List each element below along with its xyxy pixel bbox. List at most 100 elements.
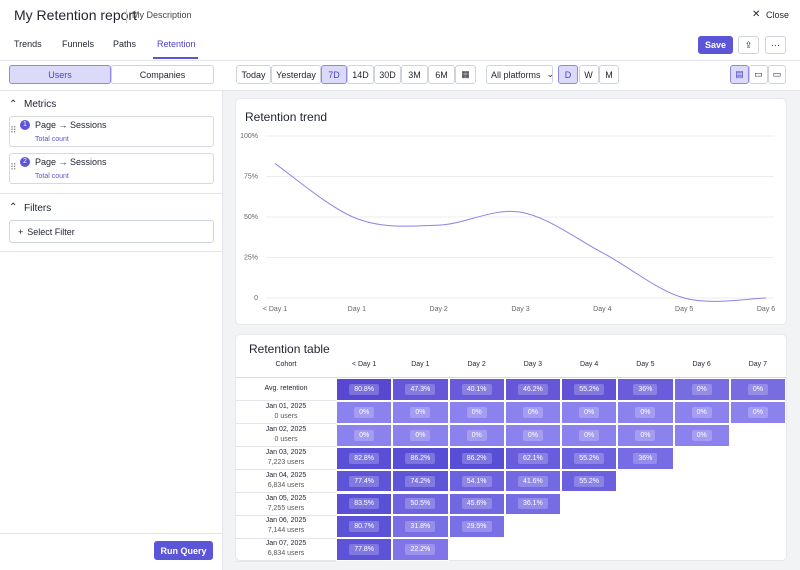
layout-chart[interactable]: ▭ — [749, 65, 768, 84]
cell-value: 22.2% — [405, 544, 436, 556]
cell: 0% — [561, 400, 618, 424]
metric-label: Page → Sessions — [35, 120, 107, 130]
metric-sub: Total count — [35, 173, 69, 180]
cell: 0% — [673, 378, 730, 401]
cell: 0% — [392, 423, 449, 447]
cohort-users: 7,223 users — [267, 458, 305, 466]
row-border — [236, 469, 336, 471]
tab[interactable]: Trends — [14, 39, 42, 49]
x-tick-label: Day 1 — [348, 306, 366, 313]
cell-value: 0% — [691, 406, 712, 418]
range-option[interactable]: 6M — [428, 65, 455, 84]
cell-value: 29.5% — [461, 521, 492, 533]
row-border — [236, 514, 336, 516]
range-option[interactable]: 3M — [401, 65, 428, 84]
toggle-option[interactable]: Users — [9, 65, 111, 84]
cell-value: 36% — [633, 383, 658, 395]
save-button[interactable]: Save — [698, 36, 733, 54]
close-icon[interactable]: ✕ — [752, 9, 761, 20]
range-option[interactable]: Today — [236, 65, 271, 84]
tab[interactable]: Retention — [157, 39, 196, 49]
cohort-users: 7,144 users — [267, 527, 305, 535]
tab-underline — [153, 57, 198, 59]
range-option[interactable]: 30D — [374, 65, 401, 84]
cell: 80.7% — [336, 515, 393, 539]
cell: 0% — [673, 400, 730, 424]
drag-handle[interactable]: ⠿ — [10, 162, 17, 172]
cell: 0% — [336, 400, 393, 424]
cohort: Jan 05, 2025 — [265, 494, 307, 502]
cell: 55.2% — [561, 469, 618, 493]
column-header: Day 7 — [748, 361, 768, 368]
cell: 40.1% — [448, 378, 505, 401]
divider — [0, 60, 800, 61]
row-border — [236, 446, 336, 448]
metric-card[interactable] — [9, 153, 214, 184]
cell: 54.1% — [448, 469, 505, 493]
divider — [126, 9, 127, 23]
platform-dropdown[interactable]: All platforms ⌄ — [486, 65, 554, 84]
range-option[interactable]: 14D — [347, 65, 374, 84]
layout-split[interactable]: ▤ — [730, 65, 749, 84]
cohort: Jan 07, 2025 — [265, 540, 307, 548]
description[interactable]: My Description — [132, 10, 192, 20]
y-tick-label: 50% — [244, 214, 258, 221]
cell-value: 62.1% — [517, 452, 548, 464]
drag-handle[interactable]: ⠿ — [10, 125, 17, 135]
cell-value: 45.6% — [461, 498, 492, 510]
metric-index: 2 — [20, 157, 30, 167]
metric-card[interactable] — [9, 116, 214, 147]
more-button[interactable]: ··· — [765, 36, 786, 54]
cell: 62.1% — [504, 446, 561, 470]
filters-title: Filters — [24, 203, 52, 214]
cell: 0% — [336, 423, 393, 447]
cell-value: 86.2% — [405, 452, 436, 464]
divider — [0, 251, 222, 252]
range-option[interactable]: 7D — [321, 65, 347, 84]
x-tick-label: Day 3 — [511, 306, 529, 313]
cell: 77.8% — [336, 538, 393, 562]
cell: 83.5% — [336, 492, 393, 516]
layout-table[interactable]: ▭ — [768, 65, 786, 84]
cohort: Jan 03, 2025 — [265, 448, 307, 456]
cell-value: 36.1% — [517, 498, 548, 510]
calendar-button[interactable]: ▦ — [455, 65, 476, 84]
cell: 0% — [504, 423, 561, 447]
toggle-option[interactable]: Companies — [111, 65, 214, 84]
metrics-toggle[interactable]: ⌃ — [9, 99, 18, 110]
run-query[interactable]: Run Query — [154, 541, 213, 560]
x-tick-label: Day 6 — [757, 306, 775, 313]
cell-value: 86.2% — [461, 452, 492, 464]
filters-toggle[interactable]: ⌃ — [9, 202, 18, 213]
cell-value: 82.8% — [349, 452, 380, 464]
cell: 74.2% — [392, 469, 449, 493]
cell-value: 0% — [579, 429, 600, 441]
sidebar-border — [222, 90, 223, 570]
cell: 29.5% — [448, 515, 505, 539]
column-header: Day 2 — [467, 361, 486, 368]
cell: 55.2% — [561, 446, 618, 470]
cell: 47.3% — [392, 378, 449, 401]
share-button[interactable]: ⇪ — [738, 36, 759, 54]
close[interactable]: Close — [766, 10, 790, 20]
cell: 41.6% — [504, 469, 561, 493]
cohort: Jan 01, 2025 — [265, 402, 307, 410]
cell-value: 74.2% — [405, 475, 436, 487]
select-filter[interactable]: + Select Filter — [9, 220, 214, 243]
granularity-option[interactable]: M — [599, 65, 619, 84]
granularity-option[interactable]: W — [578, 65, 599, 84]
cell-value: 41.6% — [517, 475, 548, 487]
cell-value: 0% — [691, 383, 712, 395]
cell: 0% — [448, 400, 505, 424]
tab[interactable]: Funnels — [62, 39, 95, 49]
granularity-option[interactable]: D — [558, 65, 578, 84]
cohort-users: 6,834 users — [267, 550, 305, 558]
cell-value: 0% — [410, 406, 431, 418]
column-header: Day 1 — [411, 361, 430, 368]
cell: 0% — [392, 400, 449, 424]
range-option[interactable]: Yesterday — [271, 65, 321, 84]
cohort-users: 0 users — [274, 412, 298, 420]
tab[interactable]: Paths — [113, 39, 137, 49]
cell: 0% — [673, 423, 730, 447]
cell-value: 31.8% — [405, 521, 436, 533]
